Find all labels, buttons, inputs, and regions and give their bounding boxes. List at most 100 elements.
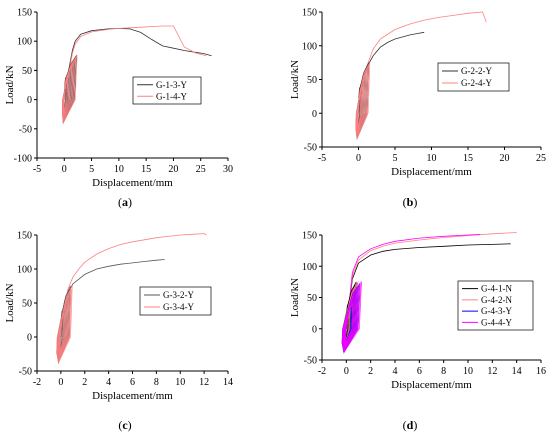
- x-tick-label: 10: [175, 377, 185, 388]
- series-line-G-4-4-Y: [345, 234, 481, 329]
- x-tick-label: -5: [318, 153, 326, 164]
- x-tick-label: 6: [417, 366, 422, 377]
- y-tick-label: 0: [27, 95, 32, 106]
- y-tick-label: -50: [19, 367, 32, 378]
- x-tick-label: 2: [368, 366, 373, 377]
- legend-label-G-4-4-Y: G-4-4-Y: [481, 317, 512, 327]
- legend: G-3-2-Y G-3-4-Y: [139, 286, 212, 316]
- legend: G-4-1-NG-4-2-NG-4-3-YG-4-4-Y: [457, 280, 534, 331]
- x-tick-label: 6: [130, 377, 135, 388]
- x-tick-label: 0: [58, 377, 63, 388]
- legend-label-G-3-2-Y: G-3-2-Y: [163, 290, 194, 300]
- legend: G-1-3-YG-1-4-Y: [132, 76, 202, 105]
- y-tick-label: 50: [22, 66, 32, 77]
- y-tick-label: 0: [312, 324, 317, 335]
- x-tick-label: 8: [154, 377, 159, 388]
- y-tick-label: 0: [312, 109, 317, 120]
- x-tick-label: 0: [62, 164, 67, 175]
- y-axis-title: Load/kN: [4, 65, 16, 104]
- x-tick-label: 0: [356, 153, 361, 164]
- legend-label-G-4-3-Y: G-4-3-Y: [481, 306, 512, 316]
- hysteresis-loops-G-3-4-Y: [56, 285, 73, 364]
- series-line-G-4-1-N: [345, 243, 511, 329]
- x-tick-label: -2: [33, 377, 41, 388]
- chart-panel-c: -50 0 50 100 150 -2 0 2 4 6 8 10 12 14 Displacement/mm…: [4, 231, 233, 433]
- hysteresis-loop: [341, 280, 362, 354]
- y-tick-label: 100: [302, 262, 317, 273]
- legend-label-G-4-2-N: G-4-2-N: [481, 295, 512, 305]
- x-tick-label: 30: [223, 164, 233, 175]
- y-tick-label: 50: [307, 75, 317, 86]
- y-tick-label: 150: [302, 231, 317, 242]
- legend-box: [457, 280, 534, 331]
- caption-open-paren: (: [118, 195, 122, 209]
- x-axis-title: Displacement/mm: [391, 166, 472, 178]
- x-tick-label: 14: [512, 366, 522, 377]
- caption-open-paren: (: [403, 418, 407, 432]
- caption-open-paren: (: [403, 195, 407, 209]
- y-tick-label: 50: [22, 299, 32, 310]
- y-tick-label: 100: [17, 37, 32, 48]
- caption-letter: a: [122, 195, 128, 209]
- y-axis-title: Load/kN: [289, 60, 301, 99]
- x-tick-label: -5: [33, 164, 41, 175]
- series-line-G-3-4-Y: [60, 233, 207, 338]
- caption-letter: c: [122, 418, 128, 432]
- y-tick-label: 150: [17, 231, 32, 242]
- x-tick-label: 12: [199, 377, 209, 388]
- caption-close-paren: ): [413, 418, 417, 432]
- y-tick-label: 150: [302, 8, 317, 19]
- x-tick-label: 25: [196, 164, 206, 175]
- legend-box: [437, 62, 510, 92]
- y-axis-title: Load/kN: [4, 283, 16, 322]
- hysteresis-loop: [355, 62, 371, 141]
- x-tick-label: 5: [393, 153, 398, 164]
- y-tick-label: -100: [14, 154, 32, 165]
- x-axis-title: Displacement/mm: [391, 379, 472, 391]
- hysteresis-loop: [56, 285, 73, 364]
- legend-label-G-4-1-N: G-4-1-N: [481, 284, 512, 294]
- y-tick-label: 150: [17, 8, 32, 19]
- x-axis-title: Displacement/mm: [92, 177, 173, 189]
- y-tick-label: -50: [304, 143, 317, 154]
- y-axis-title: Load/kN: [289, 278, 301, 317]
- legend-label-G-2-2-Y: G-2-2-Y: [461, 66, 492, 76]
- x-tick-label: 25: [536, 153, 546, 164]
- legend-label-G-1-3-Y: G-1-3-Y: [156, 80, 187, 90]
- caption-letter: b: [407, 195, 414, 209]
- x-tick-label: -2: [318, 366, 326, 377]
- x-tick-label: 4: [393, 366, 398, 377]
- x-tick-label: 2: [82, 377, 87, 388]
- y-tick-label: 0: [27, 333, 32, 344]
- x-tick-label: 15: [141, 164, 151, 175]
- panel-caption: (a): [118, 195, 132, 209]
- caption-open-paren: (: [118, 418, 122, 432]
- hysteresis-loops-G-4-4-Y: [341, 280, 362, 354]
- x-tick-label: 4: [106, 377, 111, 388]
- x-tick-label: 10: [463, 366, 473, 377]
- legend-label-G-1-4-Y: G-1-4-Y: [156, 91, 187, 101]
- x-tick-label: 10: [427, 153, 437, 164]
- legend: G-2-2-Y G-2-4-Y: [437, 62, 510, 92]
- y-tick-label: -50: [19, 124, 32, 135]
- x-axis-title: Displacement/mm: [92, 390, 173, 402]
- panel-caption: (b): [403, 195, 418, 209]
- legend-box: [139, 286, 212, 316]
- caption-letter: d: [407, 418, 414, 432]
- x-tick-label: 20: [168, 164, 178, 175]
- chart-panel-d: -50 0 50 100 150 -2 0 2 4 6 8 10 12 14 16 Displacement/…: [289, 231, 546, 433]
- x-tick-label: 16: [536, 366, 546, 377]
- y-tick-label: -50: [304, 356, 317, 367]
- caption-close-paren: ): [413, 195, 417, 209]
- hysteresis-loops-G-2-4-Y: [355, 62, 371, 141]
- x-tick-label: 10: [114, 164, 124, 175]
- caption-close-paren: ): [128, 195, 132, 209]
- x-tick-label: 0: [344, 366, 349, 377]
- x-tick-label: 14: [223, 377, 233, 388]
- caption-close-paren: ): [128, 418, 132, 432]
- x-tick-label: 8: [441, 366, 446, 377]
